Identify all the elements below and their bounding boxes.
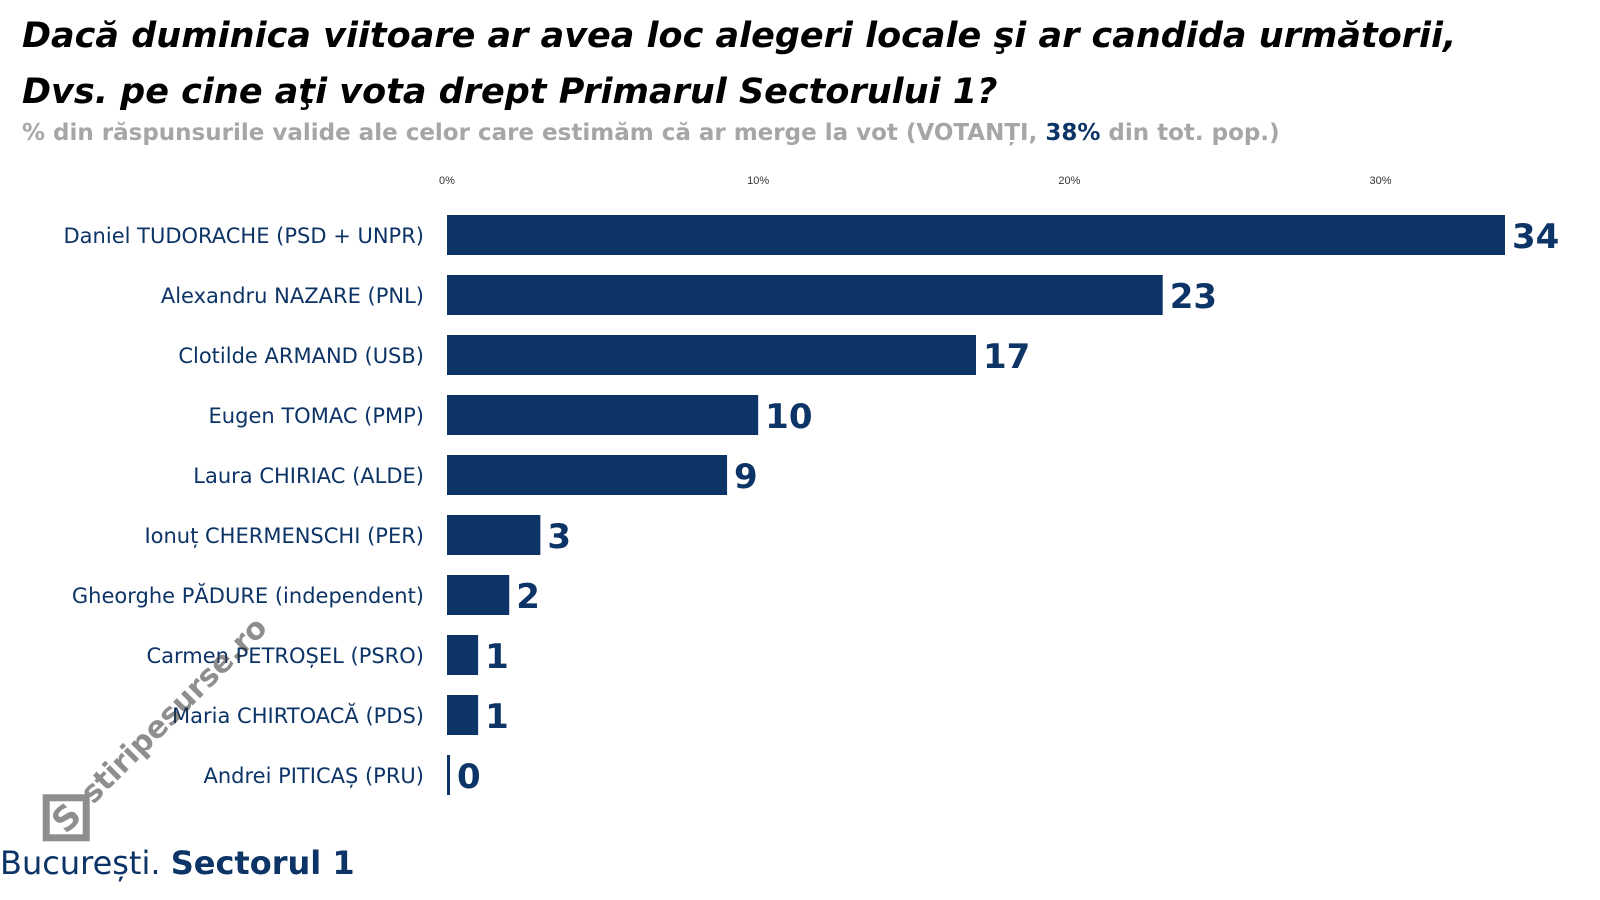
category-label: Ionuț CHERMENSCHI (PER) — [144, 524, 424, 548]
bar — [447, 395, 759, 435]
footer-location: București. Sectorul 1 — [0, 844, 355, 882]
bar — [447, 215, 1505, 255]
bar — [447, 275, 1163, 315]
data-label: 34 — [1512, 217, 1559, 257]
data-label: 1 — [485, 637, 509, 677]
data-label: 1 — [485, 697, 509, 737]
chart-subtitle: % din răspunsurile valide ale celor care… — [22, 120, 1280, 146]
data-label: 0 — [457, 757, 481, 797]
bar — [447, 695, 479, 735]
category-label: Carmen PETROȘEL (PSRO) — [146, 644, 424, 668]
footer-sector: Sectorul 1 — [170, 844, 355, 882]
subtitle-suffix: din tot. pop.) — [1100, 120, 1280, 146]
watermark-text: stiripesurse.ro — [74, 620, 274, 811]
category-label: Eugen TOMAC (PMP) — [209, 404, 424, 428]
category-label: Clotilde ARMAND (USB) — [178, 344, 424, 368]
category-label: Daniel TUDORACHE (PSD + UNPR) — [64, 224, 424, 248]
subtitle-highlight: 38% — [1045, 120, 1101, 146]
chart-title-line-2: Dvs. pe cine aţi vota drept Primarul Sec… — [22, 72, 998, 112]
category-label: Alexandru NAZARE (PNL) — [161, 284, 424, 308]
data-label: 3 — [547, 517, 571, 557]
bar — [447, 635, 479, 675]
watermark-logo: S stiripesurse.ro — [42, 620, 274, 841]
x-tick-label: 10% — [747, 175, 769, 187]
footer-city: București. — [0, 844, 171, 882]
chart-title-line-1: Dacă duminica viitoare ar avea loc alege… — [22, 16, 1457, 56]
category-label: Andrei PITICAȘ (PRU) — [203, 764, 424, 788]
data-label: 9 — [734, 457, 758, 497]
chart-title: Dacă duminica viitoare ar avea loc alege… — [22, 8, 1456, 120]
bar — [447, 335, 976, 375]
category-label: Gheorghe PĂDURE (independent) — [72, 582, 424, 608]
bar — [447, 455, 728, 495]
bar — [447, 755, 450, 795]
category-label: Maria CHIRTOACĂ (PDS) — [172, 702, 424, 728]
data-label: 10 — [765, 397, 812, 437]
category-label: Laura CHIRIAC (ALDE) — [193, 464, 424, 488]
data-label: 17 — [983, 337, 1030, 377]
bar — [447, 515, 541, 555]
bar-chart: 0% 10% 20% 30% Daniel TUDORACHE (PSD + UNPR)… — [64, 175, 1560, 797]
x-tick-label: 20% — [1058, 175, 1080, 187]
bar — [447, 575, 510, 615]
x-tick-label: 0% — [439, 175, 455, 187]
subtitle-text: % din răspunsurile valide ale celor care… — [22, 120, 1046, 146]
data-label: 23 — [1170, 277, 1217, 317]
data-label: 2 — [516, 577, 540, 617]
x-tick-label: 30% — [1370, 175, 1392, 187]
